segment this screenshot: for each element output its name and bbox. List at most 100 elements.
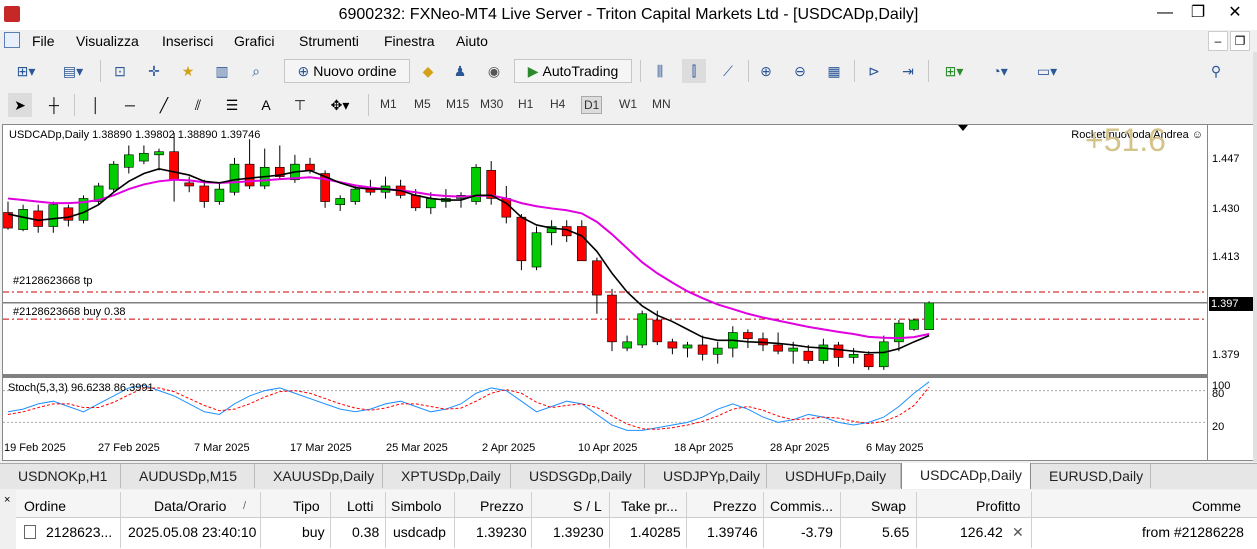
vertical-line-icon[interactable]: │: [91, 97, 101, 113]
menu-visualizza[interactable]: Visualizza: [76, 33, 139, 49]
bar-chart-icon[interactable]: ⫼: [656, 62, 664, 79]
minimize-button[interactable]: —: [1157, 4, 1173, 21]
navigator-icon[interactable]: ★: [181, 62, 195, 79]
candle-body: [818, 344, 829, 361]
column-separator: [260, 492, 261, 548]
candlestick-chart-icon[interactable]: ⫿: [682, 59, 706, 83]
candle-body: [244, 163, 255, 187]
timeframe-w1[interactable]: W1: [619, 97, 637, 111]
zoom-in-icon[interactable]: ⊕: [760, 62, 772, 79]
col-commento[interactable]: Comme: [1192, 498, 1242, 514]
candle-body: [878, 341, 889, 368]
chart-canvas[interactable]: [3, 125, 1207, 460]
tab-xptusdp-daily[interactable]: XPTUSDp,Daily: [383, 464, 511, 488]
col-data-orario[interactable]: Data/Orario: [154, 498, 227, 514]
text-icon[interactable]: A: [261, 97, 271, 113]
close-button[interactable]: ✕: [1228, 4, 1242, 21]
autoscroll-icon[interactable]: ⇥: [902, 62, 914, 79]
chart-window[interactable]: USDCADp,Daily 1.38890 1.39802 1.38890 1.…: [2, 124, 1208, 461]
profiles-icon[interactable]: ▤▾: [62, 62, 84, 79]
metaeditor-icon[interactable]: ◆: [422, 62, 434, 79]
new-order-button[interactable]: ⊕ Nuovo ordine: [284, 59, 410, 83]
tab-usdcadp-daily[interactable]: USDCADp,Daily: [901, 463, 1031, 489]
text-label-icon[interactable]: ⊤: [293, 96, 307, 113]
autotrading-button[interactable]: ▶ AutoTrading: [514, 59, 632, 83]
col-commissione[interactable]: Commis...: [770, 498, 833, 514]
arrows-icon[interactable]: ✥▾: [330, 96, 350, 113]
col-ordine[interactable]: Ordine: [24, 498, 67, 514]
col-lotti[interactable]: Lotti: [347, 498, 374, 514]
child-restore-button[interactable]: ❐: [1230, 31, 1250, 51]
col-prezzo[interactable]: Prezzo: [480, 498, 524, 514]
candle-body: [486, 170, 497, 199]
terminal-close-icon[interactable]: ×: [4, 494, 11, 506]
periods-icon[interactable]: ◔▾: [992, 62, 1008, 79]
column-separator: [454, 492, 455, 548]
col-swap[interactable]: Swap: [871, 498, 907, 514]
candle-body: [229, 163, 240, 193]
tile-windows-icon[interactable]: ▦: [827, 62, 841, 79]
menu-file[interactable]: File: [32, 33, 55, 49]
candle-body: [803, 350, 814, 361]
fibonacci-icon[interactable]: ☰: [225, 96, 239, 113]
menu-strumenti[interactable]: Strumenti: [299, 33, 359, 49]
channel-icon[interactable]: ⫽: [194, 96, 202, 113]
timeframe-d1[interactable]: D1: [581, 96, 603, 114]
horizontal-line-icon[interactable]: ─: [125, 97, 135, 113]
timeframe-m15[interactable]: M15: [446, 97, 470, 111]
tab-usdnokp-h1[interactable]: USDNOKp,H1: [0, 464, 121, 488]
tab-xauusdp-daily[interactable]: XAUUSDp,Daily: [255, 464, 383, 488]
col-profitto[interactable]: Profitto: [976, 498, 1021, 514]
data-window-icon[interactable]: ✛: [148, 62, 160, 79]
col-sl[interactable]: S / L: [573, 498, 602, 514]
timeframe-mn[interactable]: MN: [652, 97, 671, 111]
timeframe-h1[interactable]: H1: [518, 97, 534, 111]
chart-window-icon[interactable]: [4, 32, 20, 48]
order-swap: 5.65: [882, 524, 910, 540]
new-chart-icon[interactable]: ⊞▾: [16, 62, 36, 79]
chart-shift-marker: [958, 125, 968, 131]
tab-audusdp-m15[interactable]: AUDUSDp,M15: [121, 464, 255, 488]
order-datetime: 2025.05.08 23:40:10: [128, 524, 257, 540]
col-prezzo-corrente[interactable]: Prezzo: [713, 498, 757, 514]
tab-eurusd-daily[interactable]: EURUSD,Daily: [1031, 464, 1151, 488]
order-open-price: 1.39230: [476, 524, 527, 540]
terminal-icon[interactable]: ▥: [215, 62, 229, 79]
drawing-toolbar: ➤ ┼ │ ─ ╱ ⫽ ☰ A ⊤ ✥▾ M1 M5 M15 M30 H1 H4…: [0, 89, 1257, 121]
column-separator: [609, 492, 610, 548]
tab-usdhufp-daily[interactable]: USDHUFp,Daily: [767, 464, 901, 488]
col-take-profit[interactable]: Take pr...: [621, 498, 678, 514]
cursor-icon[interactable]: ➤: [8, 93, 32, 117]
menu-aiuto[interactable]: Aiuto: [456, 33, 488, 49]
col-simbolo[interactable]: Simbolo: [391, 498, 442, 514]
experts-icon[interactable]: ♟: [453, 62, 467, 79]
menu-finestra[interactable]: Finestra: [384, 33, 435, 49]
tab-usdjpyp-daily[interactable]: USDJPYp,Daily: [645, 464, 767, 488]
timeframe-m5[interactable]: M5: [414, 97, 431, 111]
line-chart-icon[interactable]: ⟋: [723, 62, 733, 79]
timeframe-h4[interactable]: H4: [550, 97, 566, 111]
search-icon[interactable]: ⚲: [1210, 62, 1222, 79]
trendline-icon[interactable]: ╱: [159, 96, 169, 113]
signals-icon[interactable]: ◉: [487, 62, 501, 79]
strategy-tester-icon[interactable]: ⌕: [252, 62, 260, 79]
crosshair-icon[interactable]: ┼: [49, 97, 59, 113]
chart-shift-icon[interactable]: ⊳: [868, 62, 880, 79]
child-minimize-button[interactable]: –: [1208, 31, 1228, 51]
indicators-icon[interactable]: ⊞▾: [944, 62, 964, 79]
menu-grafici[interactable]: Grafici: [234, 33, 275, 49]
vertical-scrollbar[interactable]: [1253, 52, 1257, 462]
toolbar-separator: [928, 60, 929, 82]
timeframe-m30[interactable]: M30: [480, 97, 504, 111]
close-order-icon[interactable]: ✕: [1012, 524, 1024, 540]
menu-inserisci[interactable]: Inserisci: [162, 33, 214, 49]
templates-icon[interactable]: ▭▾: [1036, 62, 1058, 79]
price-scale[interactable]: 1.447 1.430 1.413 1.397 1.379 100 80 20: [1208, 124, 1253, 461]
timeframe-m1[interactable]: M1: [380, 97, 397, 111]
col-tipo[interactable]: Tipo: [293, 498, 320, 514]
market-watch-icon[interactable]: ⊡: [114, 62, 126, 79]
maximize-button[interactable]: ❐: [1190, 4, 1206, 21]
zoom-out-icon[interactable]: ⊖: [794, 62, 806, 79]
date-label: 27 Feb 2025: [98, 442, 160, 454]
tab-usdsgdp-daily[interactable]: USDSGDp,Daily: [511, 464, 645, 488]
